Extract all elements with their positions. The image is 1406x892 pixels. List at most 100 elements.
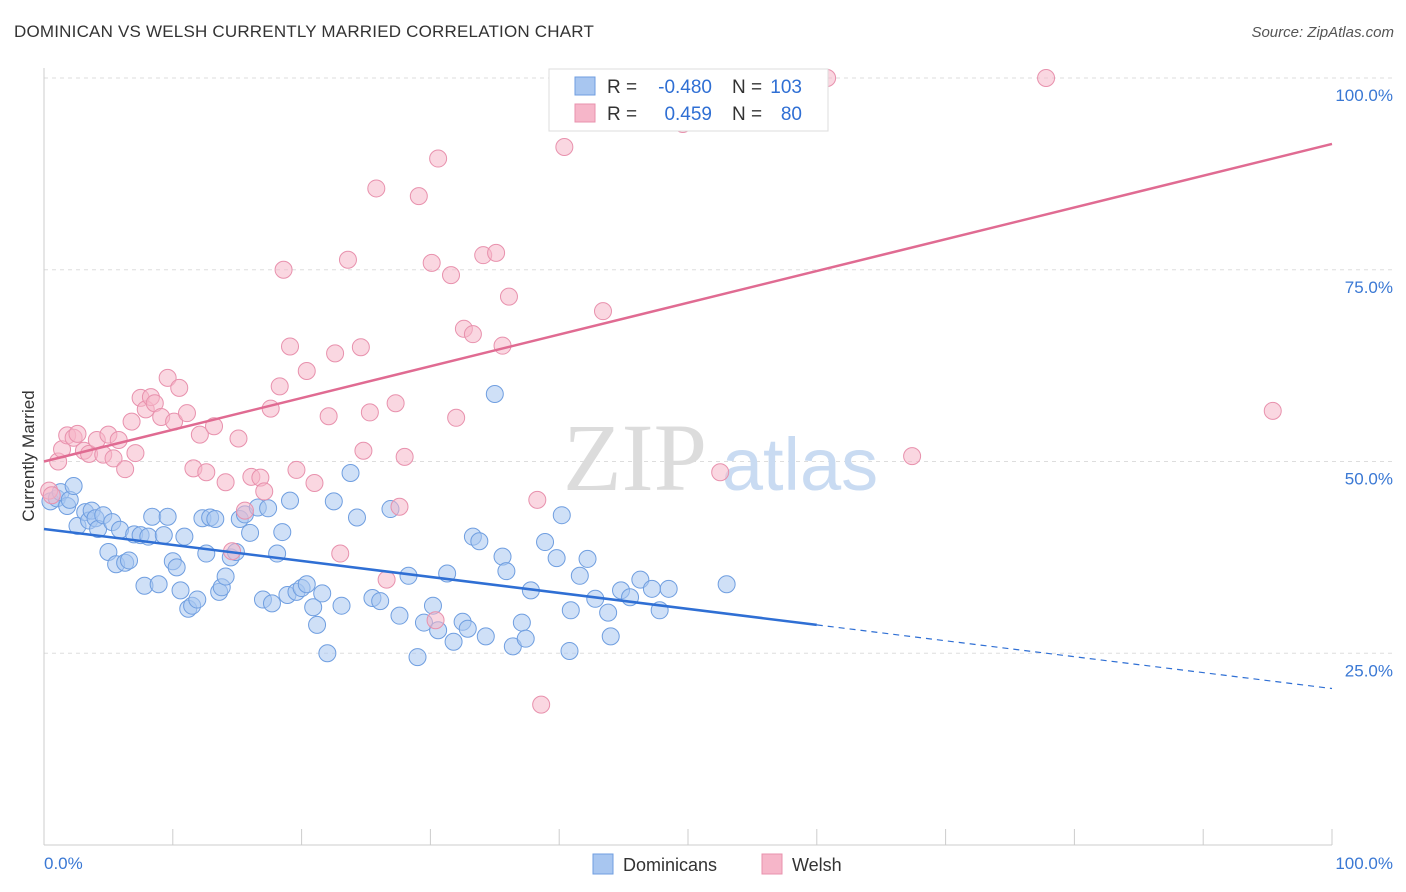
welsh-point <box>319 407 338 426</box>
welsh-point <box>287 460 306 479</box>
y-tick-label: 25.0% <box>1345 661 1393 680</box>
legend-n-value-1: 103 <box>770 77 802 98</box>
welsh-point <box>235 501 254 520</box>
dominican-point <box>599 603 618 622</box>
dominican-point <box>390 606 409 625</box>
dominicans-points <box>41 385 736 667</box>
welsh-point <box>426 611 445 630</box>
welsh-point <box>555 138 574 157</box>
dominican-point <box>642 579 661 598</box>
dominican-point <box>552 506 571 525</box>
welsh-point <box>122 412 141 431</box>
dominican-point <box>188 590 207 609</box>
dominican-point <box>547 549 566 568</box>
welsh-point <box>377 570 396 589</box>
legend-bottom-label-dominicans: Dominicans <box>623 855 717 875</box>
dominican-point <box>273 523 292 542</box>
watermark-zip: ZIP <box>563 404 707 511</box>
legend-bottom-swatch-dominicans <box>592 853 614 875</box>
welsh-point <box>493 336 512 355</box>
dominican-point <box>601 627 620 646</box>
dominican-point <box>304 598 323 617</box>
dominican-point <box>516 629 535 648</box>
legend-n-label-1: N = <box>732 77 762 98</box>
dominican-point <box>470 532 489 551</box>
welsh-point <box>281 337 300 356</box>
legend-n-label-2: N = <box>732 104 762 125</box>
welsh-point <box>331 544 350 563</box>
y-axis-tick-labels: 25.0% 50.0% 75.0% 100.0% <box>1335 86 1393 680</box>
welsh-point <box>177 404 196 423</box>
welsh-point <box>390 497 409 516</box>
dominican-point <box>154 526 173 545</box>
welsh-point <box>229 429 248 448</box>
welsh-point <box>395 447 414 466</box>
legend-bottom-label-welsh: Welsh <box>792 855 842 875</box>
legend-n-value-2: 80 <box>781 104 802 125</box>
welsh-point <box>297 361 316 380</box>
dominican-point <box>318 644 337 663</box>
dominican-point <box>297 575 316 594</box>
welsh-point <box>270 377 289 396</box>
welsh-point <box>386 394 405 413</box>
welsh-point <box>42 486 61 505</box>
dominican-point <box>206 510 225 529</box>
welsh-point <box>104 449 123 468</box>
welsh-point <box>326 344 345 363</box>
legend-swatch-dominicans <box>574 76 596 96</box>
welsh-point <box>1037 69 1056 87</box>
dominican-point <box>216 567 235 586</box>
legend-r-value-2: 0.459 <box>664 104 712 125</box>
y-axis-title: Currently Married <box>19 390 38 521</box>
dominican-point <box>444 632 463 651</box>
welsh-point <box>463 325 482 344</box>
welsh-point <box>116 460 135 479</box>
welsh-point <box>68 424 87 443</box>
welsh-trend-line <box>43 142 1333 463</box>
welsh-points <box>40 69 1282 714</box>
dominican-point <box>659 579 678 598</box>
welsh-point <box>216 473 235 492</box>
trend-lines <box>43 142 1333 690</box>
dominican-point <box>308 615 327 634</box>
welsh-point <box>170 378 189 397</box>
dominican-point <box>536 533 555 552</box>
dominicans-trend-line <box>43 527 817 627</box>
dominican-point <box>332 596 351 615</box>
axes <box>43 68 1333 846</box>
welsh-point <box>499 287 518 306</box>
dominican-point <box>476 627 495 646</box>
welsh-point <box>158 368 177 387</box>
legend-swatch-welsh <box>574 103 596 123</box>
y-tick-label: 75.0% <box>1345 278 1393 297</box>
welsh-point <box>255 482 274 501</box>
dominican-point <box>485 385 504 404</box>
x-tick-label-min: 0.0% <box>44 854 83 873</box>
welsh-point <box>338 250 357 269</box>
welsh-point <box>126 444 145 463</box>
dominican-point <box>578 549 597 568</box>
legend-bottom-swatch-welsh <box>761 853 783 875</box>
dominican-point <box>158 507 177 526</box>
watermark: ZIP atlas <box>563 404 878 511</box>
dominican-point <box>512 613 531 632</box>
welsh-point <box>1263 401 1282 420</box>
welsh-point <box>429 149 448 168</box>
welsh-point <box>532 695 551 714</box>
welsh-point <box>360 403 379 422</box>
welsh-point <box>528 490 547 509</box>
welsh-point <box>487 243 506 262</box>
legend-r-label-1: R = <box>607 77 637 98</box>
welsh-point <box>305 473 324 492</box>
welsh-point <box>351 338 370 357</box>
dominican-point <box>371 592 390 611</box>
x-tick-label-max: 100.0% <box>1335 854 1393 873</box>
dominican-point <box>570 566 589 585</box>
welsh-point <box>109 431 128 450</box>
legend-r-value-1: -0.480 <box>658 77 712 98</box>
dominican-point <box>281 491 300 510</box>
welsh-point <box>422 253 441 272</box>
dominican-point <box>313 584 332 603</box>
dominican-point <box>341 464 360 483</box>
